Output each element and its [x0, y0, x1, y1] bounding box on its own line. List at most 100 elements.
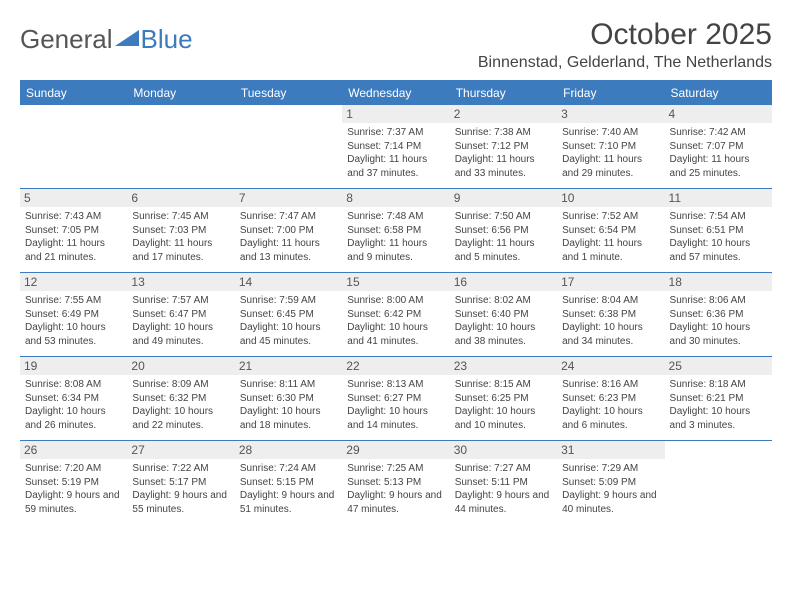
sunset-text: Sunset: 6:27 PM: [347, 392, 444, 406]
sunset-text: Sunset: 7:05 PM: [25, 224, 122, 238]
calendar-cell: 21Sunrise: 8:11 AMSunset: 6:30 PMDayligh…: [235, 357, 342, 441]
sunrise-text: Sunrise: 7:38 AM: [455, 126, 552, 140]
daylight-text: Daylight: 10 hours and 53 minutes.: [25, 321, 122, 348]
day-number: 15: [342, 273, 449, 291]
sunset-text: Sunset: 5:15 PM: [240, 476, 337, 490]
day-details: Sunrise: 7:27 AMSunset: 5:11 PMDaylight:…: [455, 462, 552, 516]
daylight-text: Daylight: 10 hours and 38 minutes.: [455, 321, 552, 348]
day-details: Sunrise: 8:08 AMSunset: 6:34 PMDaylight:…: [25, 378, 122, 432]
sunset-text: Sunset: 6:40 PM: [455, 308, 552, 322]
day-number: 31: [557, 441, 664, 459]
location: Binnenstad, Gelderland, The Netherlands: [478, 54, 772, 72]
day-number: 16: [450, 273, 557, 291]
day-number: 25: [665, 357, 772, 375]
day-details: Sunrise: 8:16 AMSunset: 6:23 PMDaylight:…: [562, 378, 659, 432]
sunrise-text: Sunrise: 8:00 AM: [347, 294, 444, 308]
sunset-text: Sunset: 6:47 PM: [132, 308, 229, 322]
day-details: Sunrise: 7:29 AMSunset: 5:09 PMDaylight:…: [562, 462, 659, 516]
day-details: Sunrise: 7:45 AMSunset: 7:03 PMDaylight:…: [132, 210, 229, 264]
sunrise-text: Sunrise: 7:54 AM: [670, 210, 767, 224]
sunset-text: Sunset: 5:09 PM: [562, 476, 659, 490]
daylight-text: Daylight: 11 hours and 1 minute.: [562, 237, 659, 264]
day-details: Sunrise: 7:22 AMSunset: 5:17 PMDaylight:…: [132, 462, 229, 516]
sunrise-text: Sunrise: 7:52 AM: [562, 210, 659, 224]
sunset-text: Sunset: 7:07 PM: [670, 140, 767, 154]
sunset-text: Sunset: 6:34 PM: [25, 392, 122, 406]
sunrise-text: Sunrise: 7:50 AM: [455, 210, 552, 224]
sunset-text: Sunset: 7:10 PM: [562, 140, 659, 154]
sunrise-text: Sunrise: 7:40 AM: [562, 126, 659, 140]
logo-word2: Blue: [141, 24, 193, 55]
calendar-cell: 2Sunrise: 7:38 AMSunset: 7:12 PMDaylight…: [450, 105, 557, 189]
sunrise-text: Sunrise: 8:08 AM: [25, 378, 122, 392]
sunrise-text: Sunrise: 7:48 AM: [347, 210, 444, 224]
sunset-text: Sunset: 5:11 PM: [455, 476, 552, 490]
sunset-text: Sunset: 6:51 PM: [670, 224, 767, 238]
daylight-text: Daylight: 10 hours and 6 minutes.: [562, 405, 659, 432]
day-details: Sunrise: 7:20 AMSunset: 5:19 PMDaylight:…: [25, 462, 122, 516]
sunrise-text: Sunrise: 7:25 AM: [347, 462, 444, 476]
daylight-text: Daylight: 10 hours and 45 minutes.: [240, 321, 337, 348]
day-details: Sunrise: 7:42 AMSunset: 7:07 PMDaylight:…: [670, 126, 767, 180]
daylight-text: Daylight: 11 hours and 29 minutes.: [562, 153, 659, 180]
calendar-cell: 7Sunrise: 7:47 AMSunset: 7:00 PMDaylight…: [235, 189, 342, 273]
calendar-cell: [235, 105, 342, 189]
sunrise-text: Sunrise: 7:29 AM: [562, 462, 659, 476]
sunset-text: Sunset: 7:12 PM: [455, 140, 552, 154]
day-details: Sunrise: 8:06 AMSunset: 6:36 PMDaylight:…: [670, 294, 767, 348]
day-details: Sunrise: 8:00 AMSunset: 6:42 PMDaylight:…: [347, 294, 444, 348]
calendar-cell: [127, 105, 234, 189]
logo-word1: General: [20, 24, 113, 55]
day-details: Sunrise: 7:37 AMSunset: 7:14 PMDaylight:…: [347, 126, 444, 180]
day-number: 17: [557, 273, 664, 291]
sunrise-text: Sunrise: 7:55 AM: [25, 294, 122, 308]
sunset-text: Sunset: 6:45 PM: [240, 308, 337, 322]
sunrise-text: Sunrise: 8:16 AM: [562, 378, 659, 392]
day-details: Sunrise: 7:48 AMSunset: 6:58 PMDaylight:…: [347, 210, 444, 264]
calendar-row: 1 Sunrise: 7:37 AMSunset: 7:14 PMDaylight…: [20, 105, 772, 189]
sunrise-text: Sunrise: 7:45 AM: [132, 210, 229, 224]
day-details: Sunrise: 7:47 AMSunset: 7:00 PMDaylight:…: [240, 210, 337, 264]
calendar-cell: 30Sunrise: 7:27 AMSunset: 5:11 PMDayligh…: [450, 441, 557, 525]
dayhead-sat: Saturday: [665, 82, 772, 105]
calendar-row: 12Sunrise: 7:55 AMSunset: 6:49 PMDayligh…: [20, 273, 772, 357]
calendar-cell: 10Sunrise: 7:52 AMSunset: 6:54 PMDayligh…: [557, 189, 664, 273]
logo-triangle-icon: [115, 28, 139, 51]
calendar-body: 1 Sunrise: 7:37 AMSunset: 7:14 PMDaylight…: [20, 105, 772, 525]
calendar-cell: 8Sunrise: 7:48 AMSunset: 6:58 PMDaylight…: [342, 189, 449, 273]
day-details: Sunrise: 7:55 AMSunset: 6:49 PMDaylight:…: [25, 294, 122, 348]
day-number: 27: [127, 441, 234, 459]
day-number: 18: [665, 273, 772, 291]
day-number: 14: [235, 273, 342, 291]
daylight-text: Daylight: 10 hours and 26 minutes.: [25, 405, 122, 432]
daylight-text: Daylight: 9 hours and 40 minutes.: [562, 489, 659, 516]
day-number: 1: [342, 105, 449, 123]
day-details: Sunrise: 8:18 AMSunset: 6:21 PMDaylight:…: [670, 378, 767, 432]
day-number: 6: [127, 189, 234, 207]
calendar-cell: [20, 105, 127, 189]
day-details: Sunrise: 7:40 AMSunset: 7:10 PMDaylight:…: [562, 126, 659, 180]
daylight-text: Daylight: 9 hours and 44 minutes.: [455, 489, 552, 516]
sunrise-text: Sunrise: 8:15 AM: [455, 378, 552, 392]
sunset-text: Sunset: 6:42 PM: [347, 308, 444, 322]
day-number: 22: [342, 357, 449, 375]
sunset-text: Sunset: 7:00 PM: [240, 224, 337, 238]
sunset-text: Sunset: 6:30 PM: [240, 392, 337, 406]
day-number: 26: [20, 441, 127, 459]
day-number: 20: [127, 357, 234, 375]
day-details: Sunrise: 7:38 AMSunset: 7:12 PMDaylight:…: [455, 126, 552, 180]
day-number: 11: [665, 189, 772, 207]
calendar-cell: 24 Sunrise: 8:16 AMSunset: 6:23 PMDayligh…: [557, 357, 664, 441]
calendar-cell: 23Sunrise: 8:15 AMSunset: 6:25 PMDayligh…: [450, 357, 557, 441]
day-number: 24: [557, 357, 664, 375]
sunset-text: Sunset: 6:49 PM: [25, 308, 122, 322]
day-number: 13: [127, 273, 234, 291]
day-number: 9: [450, 189, 557, 207]
sunset-text: Sunset: 6:32 PM: [132, 392, 229, 406]
calendar-row: 19Sunrise: 8:08 AMSunset: 6:34 PMDayligh…: [20, 357, 772, 441]
sunrise-text: Sunrise: 7:59 AM: [240, 294, 337, 308]
daylight-text: Daylight: 11 hours and 9 minutes.: [347, 237, 444, 264]
sunset-text: Sunset: 5:13 PM: [347, 476, 444, 490]
day-number: 19: [20, 357, 127, 375]
day-details: Sunrise: 7:57 AMSunset: 6:47 PMDaylight:…: [132, 294, 229, 348]
